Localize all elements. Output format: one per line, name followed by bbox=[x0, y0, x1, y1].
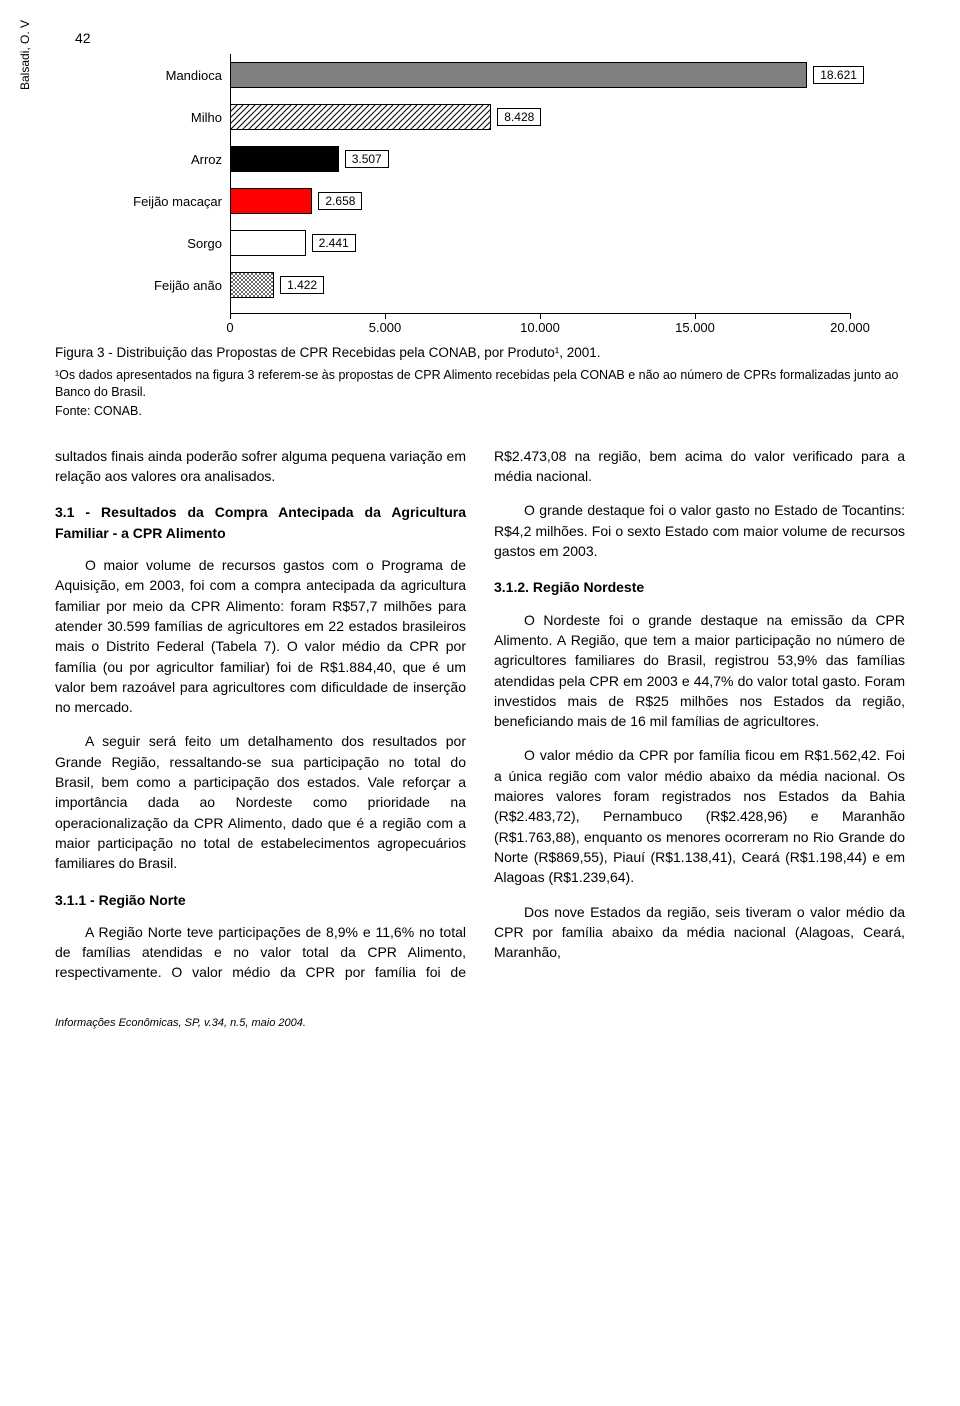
page-number: 42 bbox=[75, 30, 905, 46]
bar-row: Sorgo2.441 bbox=[230, 230, 356, 256]
body-paragraph: Dos nove Estados da região, seis tiveram… bbox=[494, 902, 905, 963]
x-tick-label: 15.000 bbox=[675, 320, 715, 335]
x-tick bbox=[385, 313, 386, 319]
bar-row: Feijão anão1.422 bbox=[230, 272, 324, 298]
body-paragraph: sultados finais ainda poderão sofrer alg… bbox=[55, 446, 466, 487]
body-paragraph: O Nordeste foi o grande destaque na emis… bbox=[494, 610, 905, 732]
bar-category-label: Milho bbox=[191, 110, 230, 125]
section-heading: 3.1.1 - Região Norte bbox=[55, 890, 466, 910]
x-tick-label: 0 bbox=[226, 320, 233, 335]
body-paragraph: O maior volume de recursos gastos com o … bbox=[55, 555, 466, 717]
bar-value-label: 18.621 bbox=[813, 66, 864, 84]
figure-source: Fonte: CONAB. bbox=[55, 404, 905, 418]
bar-row: Arroz3.507 bbox=[230, 146, 389, 172]
bar-rect bbox=[230, 272, 274, 298]
body-paragraph: A seguir será feito um detalhamento dos … bbox=[55, 731, 466, 873]
bar-category-label: Feijão macaçar bbox=[133, 194, 230, 209]
x-tick bbox=[230, 313, 231, 319]
bar-value-label: 8.428 bbox=[497, 108, 541, 126]
bar-rect bbox=[230, 230, 306, 256]
bar-value-label: 2.658 bbox=[318, 192, 362, 210]
bar-value-label: 1.422 bbox=[280, 276, 324, 294]
x-tick bbox=[695, 313, 696, 319]
x-tick-label: 10.000 bbox=[520, 320, 560, 335]
bar-value-label: 2.441 bbox=[312, 234, 356, 252]
bar-row: Feijão macaçar2.658 bbox=[230, 188, 362, 214]
bar-rect bbox=[230, 146, 339, 172]
bar-category-label: Arroz bbox=[191, 152, 230, 167]
bar-chart: 05.00010.00015.00020.000Mandioca18.621Mi… bbox=[120, 54, 870, 314]
bar-row: Mandioca18.621 bbox=[230, 62, 864, 88]
page-footer: Informações Econômicas, SP, v.34, n.5, m… bbox=[55, 1017, 905, 1029]
section-heading: 3.1 - Resultados da Compra Antecipada da… bbox=[55, 502, 466, 543]
section-heading: 3.1.2. Região Nordeste bbox=[494, 577, 905, 597]
bar-rect bbox=[230, 188, 312, 214]
body-text: sultados finais ainda poderão sofrer alg… bbox=[55, 446, 905, 983]
x-tick-label: 5.000 bbox=[369, 320, 402, 335]
side-author: Balsadi, O. V bbox=[18, 20, 32, 90]
body-paragraph: O grande destaque foi o valor gasto no E… bbox=[494, 500, 905, 561]
bar-row: Milho8.428 bbox=[230, 104, 541, 130]
bar-value-label: 3.507 bbox=[345, 150, 389, 168]
x-tick bbox=[540, 313, 541, 319]
figure-footnote: ¹Os dados apresentados na figura 3 refer… bbox=[55, 367, 905, 402]
x-tick-label: 20.000 bbox=[830, 320, 870, 335]
bar-category-label: Sorgo bbox=[187, 236, 230, 251]
bar-category-label: Feijão anão bbox=[154, 278, 230, 293]
figure-caption: Figura 3 - Distribuição das Propostas de… bbox=[55, 344, 905, 363]
bar-rect bbox=[230, 104, 491, 130]
bar-rect bbox=[230, 62, 807, 88]
chart-plot-area: 05.00010.00015.00020.000Mandioca18.621Mi… bbox=[230, 54, 850, 314]
body-paragraph: O valor médio da CPR por família ficou e… bbox=[494, 745, 905, 887]
x-tick bbox=[850, 313, 851, 319]
bar-category-label: Mandioca bbox=[166, 68, 230, 83]
